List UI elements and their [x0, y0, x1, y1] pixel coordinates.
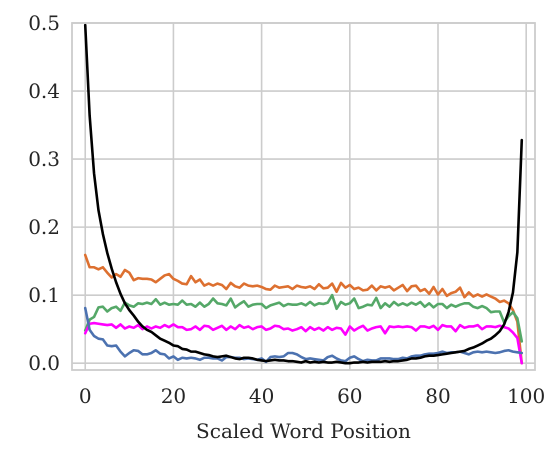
axes-frame: [71, 22, 536, 371]
tick-labels: 0 20 40 60 80 100 0.0 0.1 0.2 0.3 0.4 0.5: [28, 11, 545, 408]
series-line-1: [83, 253, 524, 365]
x-tick-label: 20: [161, 384, 186, 408]
series-lines: [83, 23, 524, 365]
y-tick-label: 0.5: [28, 11, 60, 35]
y-tick-label: 0.3: [28, 147, 60, 171]
y-tick-label: 0.2: [28, 215, 60, 239]
x-axis-label: Scaled Word Position: [196, 419, 411, 443]
x-tick-label: 60: [337, 384, 362, 408]
series-line-2: [83, 293, 524, 343]
x-tick-label: 40: [249, 384, 274, 408]
x-tick-label: 0: [79, 384, 92, 408]
series-line-4: [83, 306, 524, 364]
y-tick-label: 0.0: [28, 351, 60, 375]
x-tick-label: 80: [425, 384, 450, 408]
x-tick-label: 100: [507, 384, 545, 408]
axes-spines: [71, 22, 536, 371]
grid-lines: [72, 22, 535, 370]
series-line-3: [83, 321, 524, 365]
series-line-5: [83, 23, 524, 365]
y-tick-label: 0.1: [28, 283, 60, 307]
y-tick-label: 0.4: [28, 79, 60, 103]
